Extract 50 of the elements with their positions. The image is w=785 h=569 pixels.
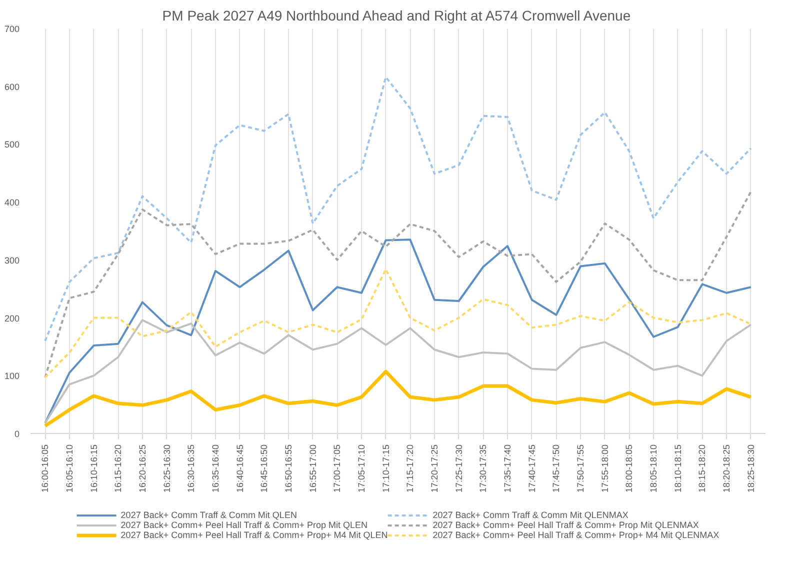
x-tick-label: 16:35-16:40	[210, 444, 220, 493]
chart-title: PM Peak 2027 A49 Northbound Ahead and Right at A574 Cromwell Avenue	[162, 8, 631, 24]
x-tick-label: 17:20-17:25	[430, 444, 440, 493]
x-tick-label: 18:05-18:10	[648, 444, 659, 493]
x-tick-label: 16:15-16:20	[113, 444, 124, 493]
line-series	[44, 268, 752, 378]
x-tick-label: 17:05-17:10	[356, 444, 366, 493]
x-tick-label: 16:25-16:30	[162, 444, 172, 493]
x-tick-label: 17:50-17:55	[576, 444, 586, 493]
x-tick-label: 16:30-16:35	[186, 444, 196, 493]
legend-label: 2027 Back+ Comm+ Peel Hall Traff & Comm+ Prop+ M4 Mit QLEN	[120, 530, 388, 540]
x-tick-label: 17:10-17:15	[380, 444, 391, 493]
x-tick-label: 16:45-16:50	[259, 444, 270, 493]
x-tick-label: 17:40-17:45	[526, 444, 537, 493]
y-tick-label: 200	[4, 313, 20, 324]
x-tick-label: 17:55-18:00	[600, 444, 610, 493]
line-series	[44, 190, 752, 378]
x-tick-label: 17:25-17:30	[454, 444, 464, 493]
line-series	[44, 76, 752, 342]
legend-label: 2027 Back+ Comm Traff & Comm Mit QLEN	[120, 510, 297, 520]
x-tick-label: 18:25-18:30	[746, 444, 756, 493]
y-tick-label: 100	[4, 371, 20, 382]
x-tick-label: 16:05-16:10	[64, 444, 74, 493]
legend-label: 2027 Back+ Comm+ Peel Hall Traff & Comm+ Prop+ M4 Mit QLENMAX	[432, 530, 720, 540]
x-tick-label: 18:10-18:15	[672, 444, 683, 493]
x-tick-label: 16:10-16:15	[88, 444, 99, 493]
x-tick-label: 17:35-17:40	[502, 444, 513, 493]
x-tick-label: 17:30-17:35	[478, 444, 488, 493]
x-tick-label: 16:40-16:45	[234, 444, 245, 493]
line-series	[44, 319, 752, 424]
x-tick-label: 16:20-16:25	[137, 444, 148, 493]
x-tick-label: 17:15-17:20	[405, 444, 416, 493]
y-tick-label: 400	[4, 198, 20, 208]
y-tick-label: 700	[4, 24, 20, 34]
line-series	[43, 370, 753, 428]
x-tick-label: 17:45-17:50	[551, 444, 562, 493]
y-tick-label: 500	[4, 140, 20, 150]
x-tick-label: 16:00-16:05	[40, 444, 50, 493]
legend-label: 2027 Back+ Comm+ Peel Hall Traff & Comm+ Prop Mit QLENMAX	[432, 520, 699, 530]
x-tick-label: 18:15-18:20	[697, 444, 708, 493]
y-tick-label: 600	[4, 82, 20, 92]
x-tick-label: 17:00-17:05	[332, 444, 342, 493]
legend-label: 2027 Back+ Comm+ Peel Hall Traff & Comm+ Prop Mit QLEN	[120, 520, 368, 530]
x-tick-label: 16:55-17:00	[308, 444, 318, 493]
x-tick-label: 18:00-18:05	[624, 444, 634, 493]
y-tick-label: 0	[14, 429, 20, 439]
x-tick-label: 18:20-18:25	[722, 444, 732, 493]
y-tick-label: 300	[4, 255, 20, 266]
x-tick-label: 16:50-16:55	[283, 444, 294, 493]
legend-label: 2027 Back+ Comm Traff & Comm Mit QLENMAX	[432, 510, 628, 520]
